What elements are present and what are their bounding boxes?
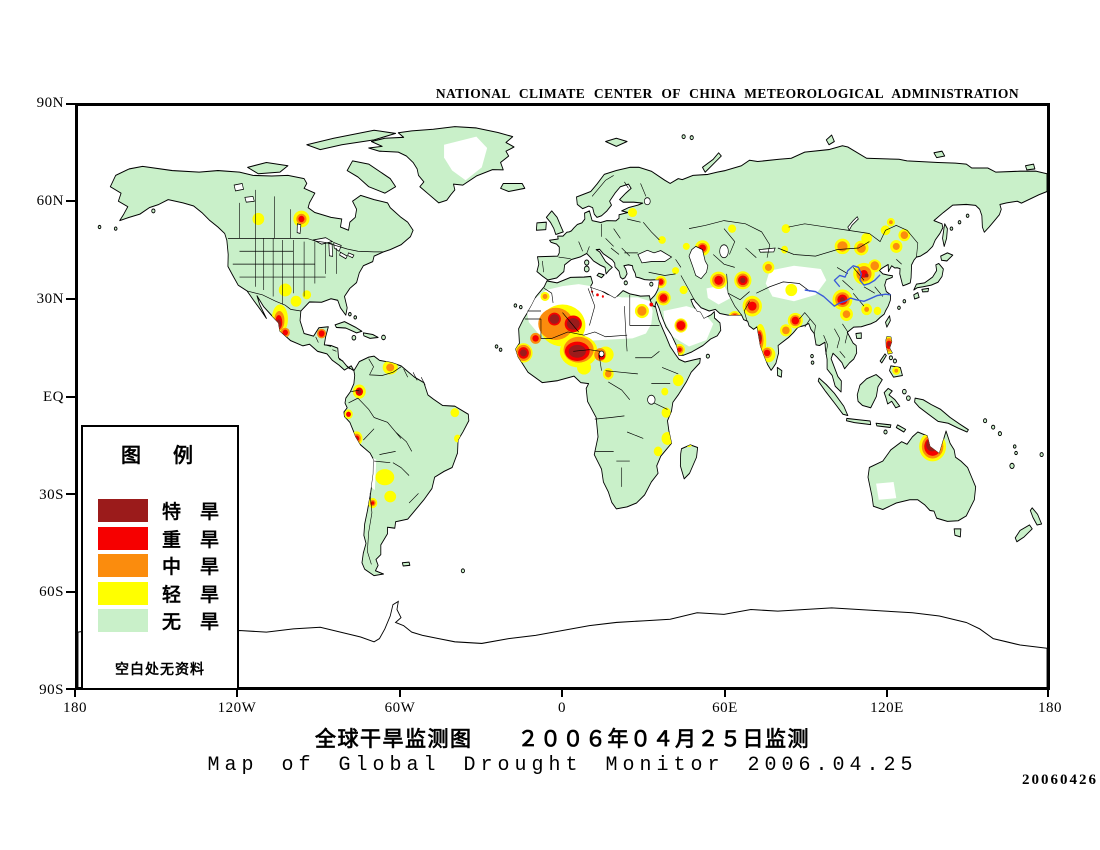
- legend-label: 无 旱: [162, 612, 220, 633]
- light-drought-swatch: [98, 581, 148, 605]
- map-datestamp: 20060426: [1022, 772, 1098, 788]
- legend-row-light: 轻 旱: [98, 581, 220, 606]
- lon-tick: [236, 690, 238, 697]
- legend-no-data-note: 空白处无资料: [115, 661, 205, 677]
- lat-tick: [66, 688, 75, 690]
- lat-label-60s: 60S: [39, 584, 64, 600]
- lon-tick: [1047, 690, 1049, 697]
- lat-label-eq: EQ: [43, 389, 64, 405]
- legend-label: 特 旱: [162, 502, 220, 523]
- lakes-layer: [233, 183, 859, 405]
- agency-name-en: NATIONAL CLIMATE CENTER OF CHINA METEORO…: [435, 86, 1019, 101]
- lat-tick: [66, 200, 75, 202]
- legend-label: 轻 旱: [162, 584, 220, 606]
- legend-row-none: 无 旱: [98, 609, 220, 633]
- lon-tick: [561, 690, 563, 697]
- legend-row-severe: 重 旱: [98, 526, 220, 551]
- lon-tick: [724, 690, 726, 697]
- legend-label: 重 旱: [162, 529, 220, 551]
- lat-label-60n: 60N: [36, 193, 64, 209]
- lat-tick: [66, 493, 75, 495]
- legend-box: 图 例 特 旱 重 旱 中 旱 轻 旱 无 旱 空白处无资料: [81, 425, 239, 690]
- lat-tick: [66, 103, 75, 105]
- world-map-svg: [78, 125, 1047, 687]
- lon-tick: [886, 690, 888, 697]
- rivers-layer: [804, 265, 891, 307]
- lon-label-120e: 120E: [870, 700, 904, 716]
- lon-tick: [74, 690, 76, 697]
- landmass-layer: [97, 125, 1047, 578]
- no-drought-swatch: [98, 609, 148, 632]
- severe-drought-swatch: [98, 526, 148, 550]
- lon-tick: [399, 690, 401, 697]
- lon-label-60e: 60E: [712, 700, 738, 716]
- lon-label-120w: 120W: [217, 700, 257, 716]
- lon-label-0: 0: [558, 700, 566, 716]
- legend-title: 图 例: [121, 445, 199, 467]
- legend-rows: 特 旱 重 旱 中 旱 轻 旱 无 旱: [98, 499, 219, 637]
- extreme-drought-swatch: [98, 499, 148, 522]
- lat-label-90n: 90N: [36, 95, 64, 111]
- map-title-cn: 全球干旱监测图 ２００６年０４月２５日监测: [315, 728, 810, 751]
- lon-label-60w: 60W: [384, 700, 416, 716]
- lat-tick: [66, 298, 75, 300]
- legend-row-moderate: 中 旱: [98, 554, 220, 578]
- borders-layer: [227, 175, 919, 565]
- world-map: 20060426: [75, 103, 1096, 788]
- lat-label-30s: 30S: [39, 487, 64, 503]
- lat-tick: [66, 396, 75, 398]
- moderate-drought-swatch: [98, 554, 148, 577]
- lon-label-180e: 180: [1038, 700, 1062, 716]
- legend-label: 中 旱: [162, 557, 220, 578]
- legend-row-extreme: 特 旱: [98, 499, 220, 523]
- lon-label-180w: 180: [63, 700, 87, 716]
- lat-label-30n: 30N: [36, 291, 64, 307]
- map-title-en: Map of Global Drought Monitor 2006.04.25: [207, 754, 918, 777]
- lat-label-90s: 90S: [39, 682, 64, 698]
- lat-tick: [66, 591, 75, 593]
- antarctica: [78, 600, 1047, 687]
